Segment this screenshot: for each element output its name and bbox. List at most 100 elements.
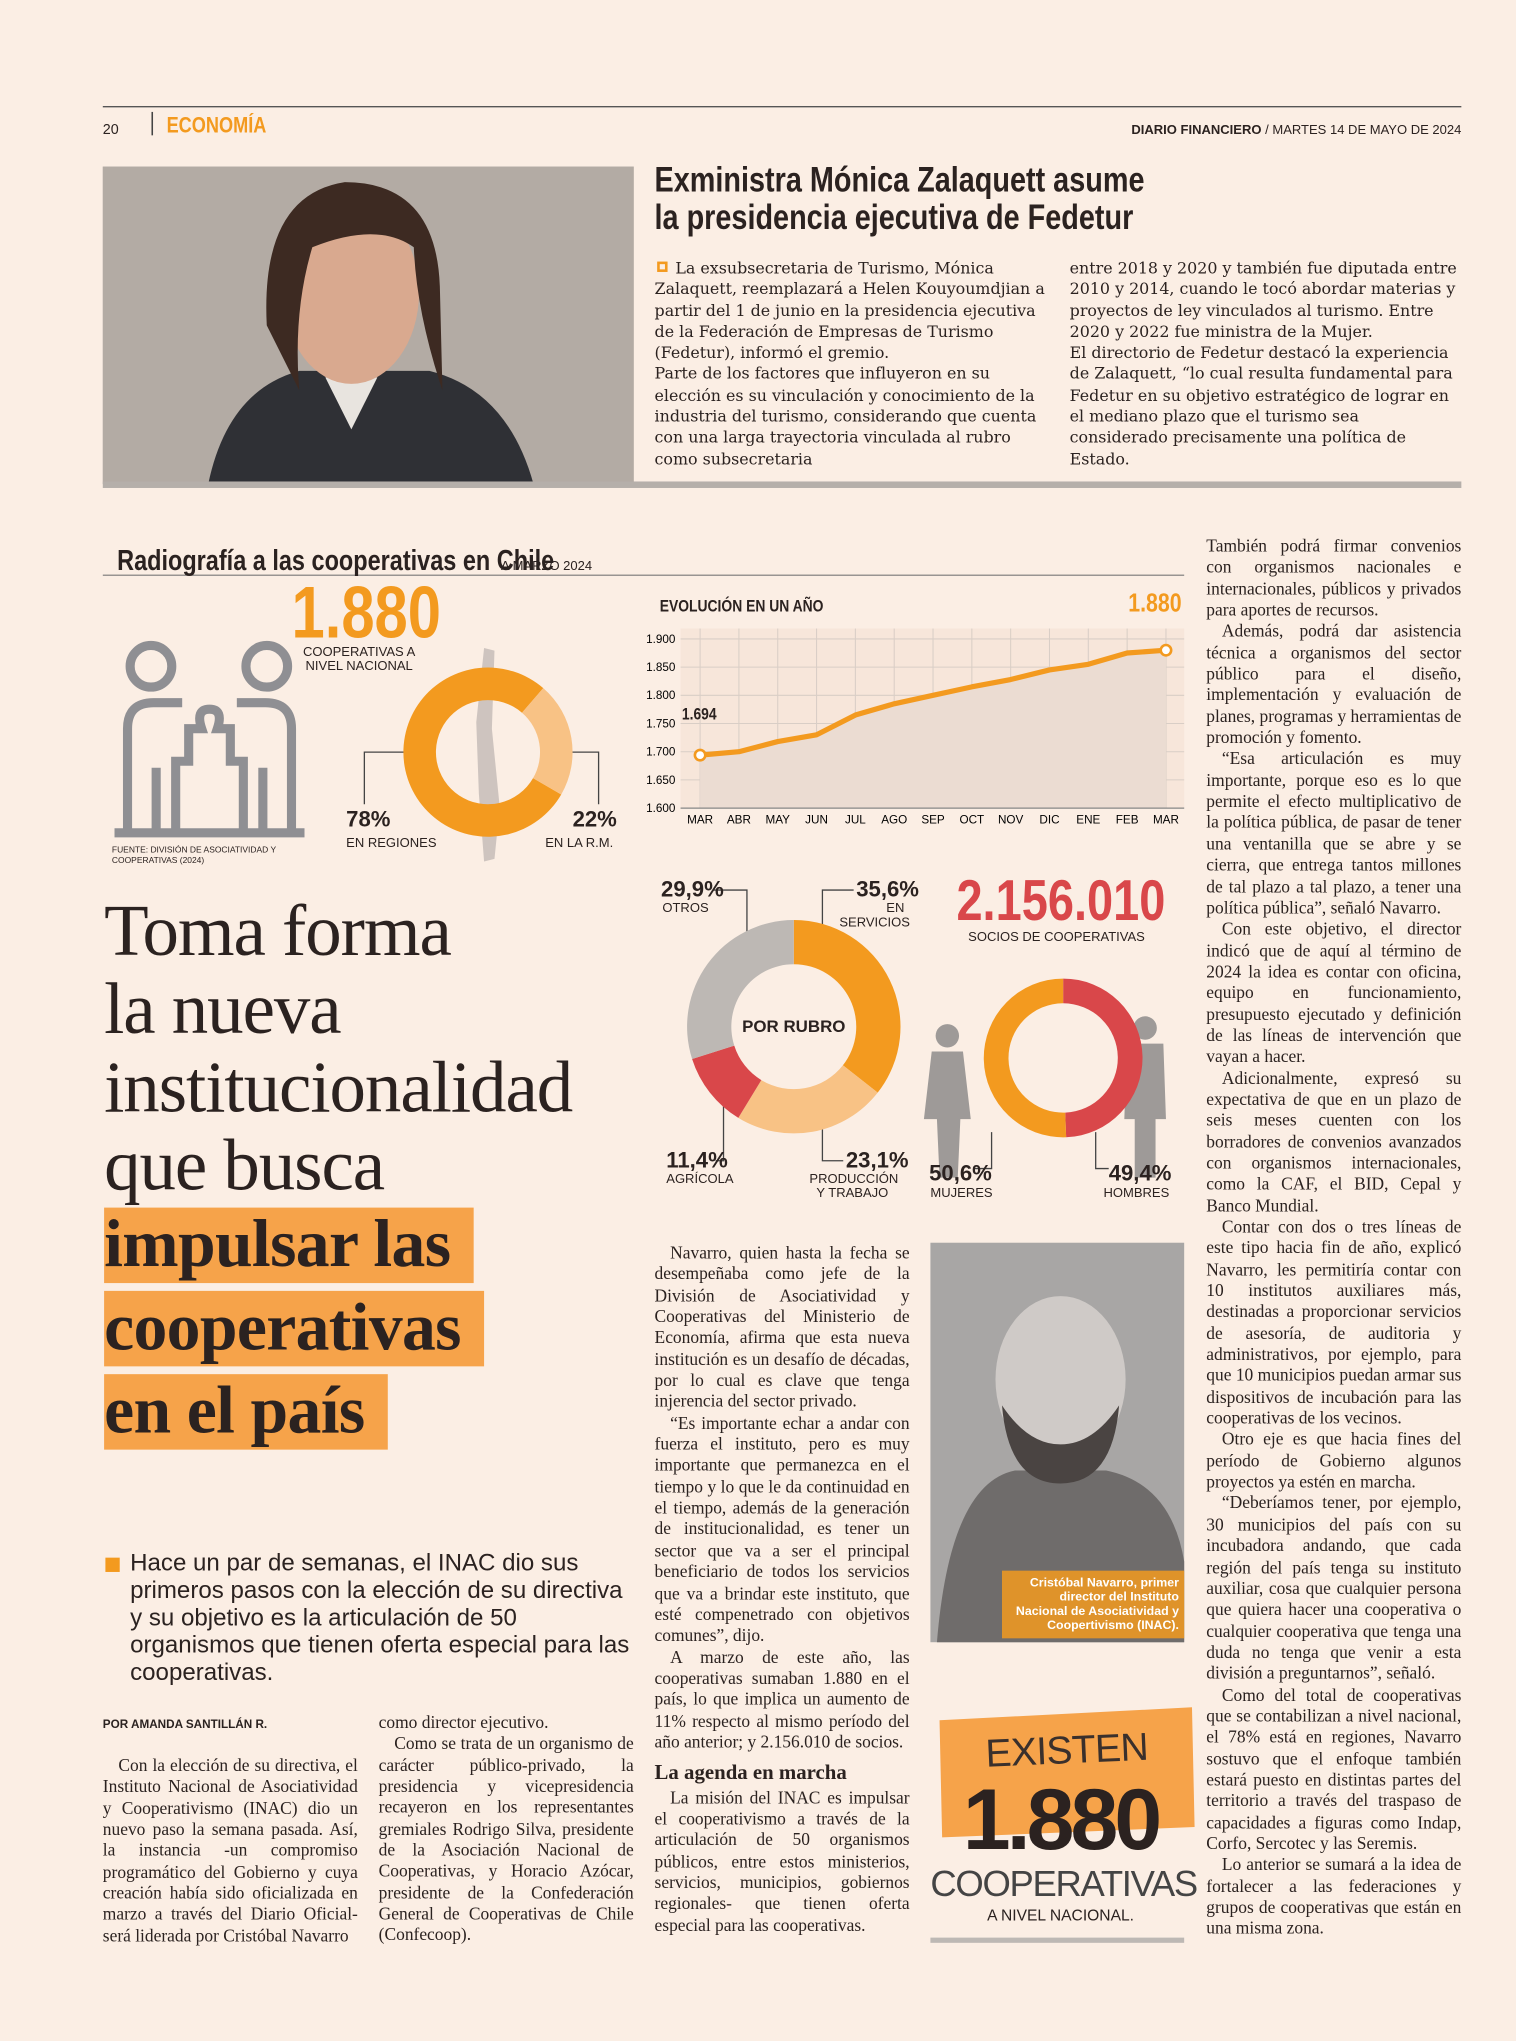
headline-line: en el país [104, 1374, 388, 1450]
paragraph: Con este objetivo, el director indicó qu… [1206, 918, 1462, 1067]
y-tick-label: 1.700 [646, 746, 676, 759]
headline-line: que busca [104, 1125, 385, 1207]
column-3: Navarro, quien hasta la fecha se desempe… [655, 1243, 910, 1937]
x-tick-label: JUL [845, 814, 866, 827]
category-label: EN REGIONES [346, 836, 437, 852]
pct-label: 23,1% [845, 1147, 909, 1173]
paragraph: Navarro, quien hasta la fecha se desempe… [654, 1242, 910, 1412]
paragraph: Contar con dos o tres líneas de este tip… [1206, 1216, 1462, 1428]
x-tick-label: ABR [727, 814, 751, 827]
x-tick-label: MAY [765, 814, 790, 827]
point [693, 748, 707, 762]
paragraph: Adicionalmente, expresó su expectativa d… [1206, 1067, 1462, 1215]
category-label: OTROS [662, 901, 709, 917]
pct-label: 29,9% [661, 877, 724, 902]
y-tick-label: 1.800 [646, 689, 676, 702]
pct-label: 35,6% [856, 877, 919, 902]
headline-highlight: impulsar las cooperativas en el país [104, 1207, 485, 1458]
category-label: EN LA R.M. [545, 836, 614, 852]
x-tick-label: DIC [1039, 814, 1059, 827]
chart-title: EVOLUCIÓN EN UN AÑO [659, 595, 824, 616]
lead: Hace un par de semanas, el INAC dio sus … [130, 1548, 630, 1686]
paragraph: “Es importante echar a andar con fuerza … [654, 1412, 910, 1646]
category-label: AGRÍCOLA [666, 1172, 734, 1187]
donut-segment [983, 978, 1067, 1138]
leader-line [363, 751, 407, 805]
infographic-subtitle: A MARZO 2024 [500, 559, 593, 574]
masthead: DIARIO FINANCIERO / MARTES 14 DE MAYO DE… [1131, 124, 1461, 138]
x-tick-label: JUN [805, 814, 828, 827]
line [699, 647, 1167, 758]
area [700, 650, 1166, 809]
paragraph: El directorio de Fedetur destacó la expe… [1069, 343, 1453, 469]
category-label: MUJERES [930, 1186, 993, 1202]
paragraph: Con la elección de su directiva, el Inst… [102, 1755, 358, 1946]
x-tick-label: SEP [921, 814, 945, 827]
donut-segment [1063, 978, 1143, 1138]
donut-segment [738, 1065, 878, 1134]
leader-line [821, 1119, 844, 1162]
data-label: 1.694 [681, 703, 717, 724]
headline-line: impulsar las [104, 1207, 474, 1284]
pct-label: 49,4% [1108, 1160, 1172, 1186]
leader-line [973, 1132, 993, 1170]
top-col-2: entre 2018 y 2020 y también fue diputada… [1070, 258, 1460, 470]
leader-line [821, 889, 854, 927]
category-label: HOMBRES [1103, 1186, 1170, 1202]
paragraph: Lo anterior se sumará a la idea de forta… [1206, 1854, 1462, 1939]
section-name: ECONOMÍA [166, 113, 267, 138]
source: FUENTE: DIVISIÓN DE ASOCIATIVIDAD Y COOP… [111, 845, 276, 866]
infographic-title: Radiografía a las cooperativas en Chile [117, 543, 555, 577]
donut-segment [403, 667, 562, 837]
donut-segment [793, 920, 901, 1093]
callout-box [939, 1707, 1195, 1838]
callout-word: COOPERATIVAS [930, 1863, 1198, 1904]
top-col-1: La exsubsecretaria de Turismo, Mónica Za… [655, 258, 1045, 470]
title-line: la presidencia ejecutiva de Fedetur [654, 197, 1134, 237]
title-line: Exministra Mónica Zalaquett asume [654, 160, 1145, 200]
paragraph: Como se trata de un organismo de carácte… [378, 1733, 634, 1945]
y-tick-label: 1.600 [646, 802, 676, 815]
leader-line [569, 751, 600, 805]
x-tick-label: FEB [1116, 814, 1139, 827]
x-tick-label: NOV [998, 814, 1024, 827]
date: / MARTES 14 DE MAYO DE 2024 [1265, 123, 1462, 138]
cooperative-icon [114, 640, 305, 838]
category-label: EN SERVICIOS [839, 901, 910, 931]
page-number: 20 [102, 122, 119, 138]
pct-label: 78% [346, 806, 391, 832]
silhouette-woman [923, 1024, 971, 1178]
center-label: POR RUBRO [742, 1016, 846, 1036]
column-2: como director ejecutivo. Como se trata d… [379, 1712, 634, 1946]
x-tick-label: MAR [687, 814, 713, 827]
headline-line: institucionalidad [104, 1047, 573, 1129]
column-1: Con la elección de su directiva, el Inst… [103, 1755, 358, 1946]
y-tick-label: 1.850 [646, 661, 676, 674]
byline: POR AMANDA SANTILLÁN R. [102, 1717, 268, 1731]
photo-caption: Cristóbal Navarro, primer director del I… [1015, 1575, 1179, 1634]
headline-line: la nueva [104, 969, 342, 1051]
bullet-inner [659, 264, 665, 270]
callout-bar [930, 1937, 1185, 1943]
callout-number: 1.880 [962, 1771, 1162, 1868]
lead-bullet [105, 1557, 120, 1572]
paragraph: entre 2018 y 2020 y también fue diputada… [1069, 258, 1457, 341]
paragraph: Además, podrá dar asistencia técnica a o… [1206, 621, 1462, 748]
x-tick-label: OCT [959, 814, 984, 827]
paragraph: Parte de los factores que influyeron en … [654, 364, 1037, 469]
point [1159, 643, 1173, 657]
donut-segment [521, 688, 573, 795]
paragraph: “Esa articulación es muy importante, por… [1206, 748, 1462, 918]
leader-line [1095, 1132, 1109, 1170]
photo-zalaquett [102, 166, 634, 485]
members-label: SOCIOS DE COOPERATIVAS [968, 930, 1145, 945]
headline: Toma forma la nueva institucionalidad qu… [104, 893, 573, 1207]
paragraph: También podrá firmar convenios con organ… [1206, 536, 1462, 620]
headline-line: cooperativas [104, 1290, 485, 1367]
pct-label: 11,4% [666, 1147, 728, 1173]
pct-label: 22% [572, 806, 617, 832]
paragraph: A marzo de este año, las cooperativas su… [654, 1646, 910, 1752]
